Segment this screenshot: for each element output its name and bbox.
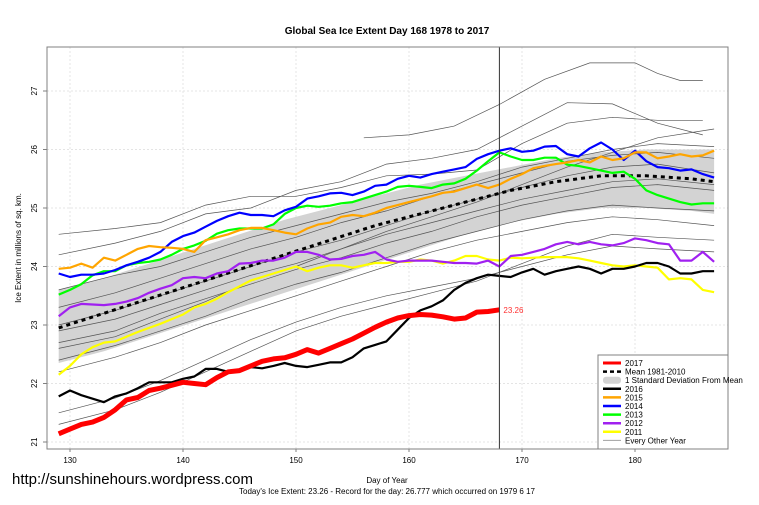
- series-line-2017: [57, 307, 500, 437]
- series-line-2015: [58, 149, 715, 270]
- other-year-line: [58, 184, 715, 343]
- legend-label: 2013: [625, 411, 643, 420]
- legend-label: 2011: [625, 428, 643, 437]
- x-axis-label: Day of Year: [366, 476, 408, 485]
- mean-line: [58, 174, 715, 330]
- chart-title: Global Sea Ice Extent Day 168 1978 to 20…: [285, 26, 490, 37]
- legend-item: 2017: [603, 359, 643, 368]
- legend-item: 2015: [603, 393, 643, 402]
- y-tick-label: 25: [30, 203, 39, 212]
- y-axis: 21 22 23 24 25 26 27: [30, 86, 47, 446]
- y-tick-label: 21: [30, 437, 39, 446]
- other-year-line: [58, 245, 715, 414]
- other-year-line: [58, 143, 715, 291]
- series-line-2012: [58, 237, 715, 318]
- x-tick-label: 160: [402, 456, 416, 465]
- legend-label: 2016: [625, 385, 643, 394]
- legend-item: 2013: [603, 411, 643, 420]
- legend-item: Every Other Year: [603, 436, 686, 445]
- legend-item: 2014: [603, 402, 643, 411]
- other-year-line: [58, 116, 703, 235]
- watermark-url: http://sunshinehours.wordpress.com: [12, 471, 253, 488]
- series-layer: [57, 141, 715, 437]
- x-tick-label: 130: [63, 456, 77, 465]
- mean-layer: [58, 174, 715, 330]
- y-axis-label: Ice Extent in millions of sq. km.: [14, 193, 23, 303]
- x-tick-label: 140: [176, 456, 190, 465]
- y-tick-label: 22: [30, 379, 39, 388]
- x-tick-label: 150: [289, 456, 303, 465]
- legend-swatch: [603, 376, 621, 384]
- legend-item: 1 Standard Deviation From Mean: [603, 376, 743, 385]
- x-axis: 130 140 150 160 170 180: [63, 449, 642, 465]
- other-year-line: [58, 102, 703, 256]
- legend-label: 1 Standard Deviation From Mean: [625, 376, 743, 385]
- current-value-label: 23.26: [503, 306, 524, 315]
- legend-label: 2012: [625, 419, 643, 428]
- legend-item: 2011: [603, 428, 643, 437]
- series-line-2016: [58, 261, 715, 404]
- other-year-line: [363, 62, 703, 139]
- other-year-line: [58, 204, 715, 361]
- legend-label: 2014: [625, 402, 643, 411]
- legend-label: 2017: [625, 359, 643, 368]
- legend-label: 2015: [625, 393, 643, 402]
- y-tick-label: 23: [30, 320, 39, 329]
- series-line-2013: [58, 151, 715, 296]
- series-line-2011: [58, 254, 715, 376]
- legend-label: Every Other Year: [625, 436, 686, 445]
- series-line-2014: [58, 141, 715, 279]
- y-tick-label: 26: [30, 145, 39, 154]
- footer-note: Today's Ice Extent: 23.26 - Record for t…: [239, 487, 535, 496]
- legend-label: Mean 1981-2010: [625, 368, 686, 377]
- plot-frame: [46, 46, 729, 450]
- other-year-line: [58, 216, 715, 373]
- legend-item: 2012: [603, 419, 643, 428]
- y-tick-label: 27: [30, 86, 39, 95]
- x-tick-label: 180: [628, 456, 642, 465]
- y-tick-label: 24: [30, 262, 39, 271]
- other-year-line: [58, 178, 715, 332]
- legend-item: Mean 1981-2010: [603, 368, 686, 377]
- x-tick-label: 170: [515, 456, 529, 465]
- legend-item: 2016: [603, 385, 643, 394]
